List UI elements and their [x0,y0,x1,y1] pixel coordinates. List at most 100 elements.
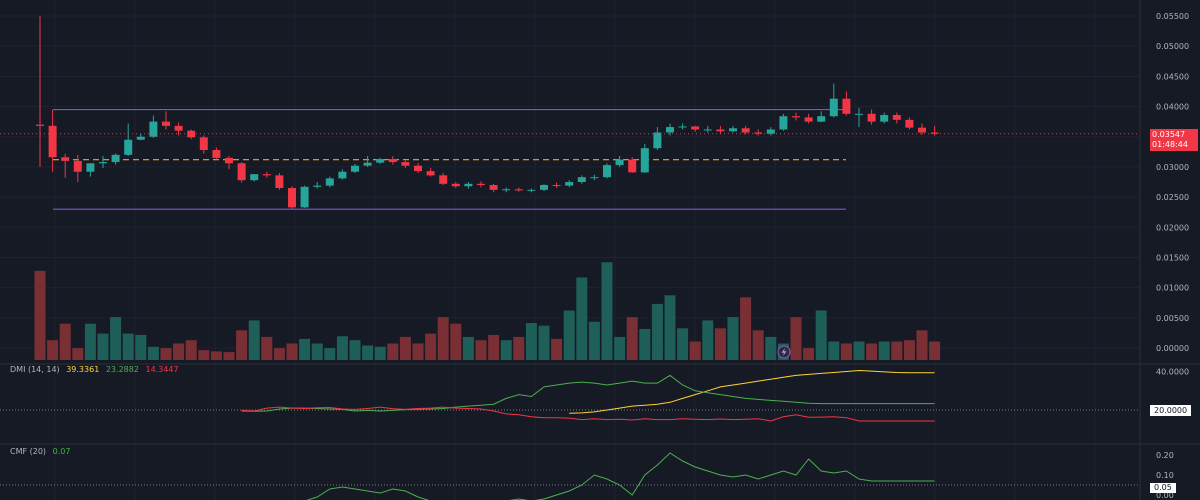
dmi-label: DMI (14, 14) [10,365,60,374]
price-tick-label: 0.02500 [1156,193,1189,202]
candle-body [300,186,309,208]
price-tick-label: 0.05000 [1156,42,1189,51]
dmi-adx-line [569,369,935,414]
candle-body [918,127,926,133]
volume-bar [399,336,411,360]
price-tick-label: 0.01500 [1156,253,1189,262]
volume-bar [803,348,815,360]
candle-body [804,117,813,122]
dmi-level-badge: 20.0000 [1150,405,1192,416]
current-price: 0.03547 [1152,130,1186,139]
candle-body [615,159,624,166]
candle-body [388,159,397,163]
price-tick-label: 0.04500 [1156,72,1189,81]
candle-body [174,125,183,131]
candle-body [741,128,750,133]
candle-body [477,183,485,186]
volume-bar [727,317,739,360]
volume-bar [437,317,449,360]
price-tick-label: 0.00000 [1156,344,1189,353]
candle-body [678,126,687,128]
price-tick-label: 0.00500 [1156,314,1189,323]
volume-bar [752,330,764,360]
candlesticks [0,16,1140,210]
dmi-legend[interactable]: DMI (14, 14) 39.3361 23.2882 14.3447 [10,365,183,374]
candle-body [73,160,82,172]
candle-body [338,171,347,179]
dmi-minus-value: 14.3447 [145,365,179,374]
volume-bar [261,336,273,360]
candle-body [867,113,876,122]
volume-bar [34,270,46,360]
candle-body [36,124,44,126]
bolt-icon[interactable] [777,345,791,359]
dmi-minus-line [241,406,935,422]
candle-body [275,175,284,189]
volume-bar [273,348,285,360]
volume-bar [866,343,878,360]
bar-countdown: 01:48:44 [1152,140,1188,149]
volume-bar [702,320,714,360]
volume-bar [97,333,109,360]
candle-body [187,130,196,138]
price-tick-label: 0.01000 [1156,284,1189,293]
candle-body [489,185,498,190]
volume-bar [790,317,802,360]
volume-bar [929,341,941,360]
volume-bar [563,310,575,360]
volume-bar [689,341,701,360]
volume-bar [412,343,424,360]
volume-bar [286,343,298,360]
volume-bar [828,341,840,360]
candle-body [502,189,511,191]
volume-bar [614,336,626,360]
price-tick-label: 0.04000 [1156,103,1189,112]
candle-body [892,114,901,120]
price-axis[interactable]: 0.055000.050000.045000.040000.035000.030… [1156,12,1189,500]
volume-bar [853,341,865,360]
volume-bar [160,348,172,360]
volume-bar [198,350,210,360]
candle-body [363,162,372,166]
volume-bar [538,325,550,360]
candle-body [451,183,460,187]
candle-body [552,185,561,187]
volume-bars [34,262,941,360]
volume-bar [815,310,827,360]
cmf-level-label: 0.05 [1154,483,1172,492]
cmf-legend[interactable]: CMF (20) 0.07 [10,447,74,456]
candle-body [313,185,322,187]
candle-body [640,148,649,173]
candle-body [325,178,334,186]
candle-body [930,132,939,134]
candle-body [703,129,712,131]
dmi-plus-line [241,374,935,412]
volume-bar [173,343,185,360]
volume-bar [601,262,613,360]
candle-body [628,159,637,173]
candle-body [540,185,548,190]
volume-bar [84,323,96,360]
candle-body [111,154,120,163]
volume-bar [576,277,588,360]
volume-bar [147,346,159,360]
cmf-tick-label: 0.10 [1156,471,1174,480]
volume-bar [135,334,147,360]
candle-body [603,165,611,178]
volume-bar [500,340,512,360]
cmf-line [306,452,935,500]
volume-bar [525,323,537,360]
candle-body [262,174,271,176]
volume-bar [664,295,676,360]
volume-bar [765,336,777,360]
price-tick-label: 0.02000 [1156,223,1189,232]
candle-body [439,175,448,184]
cmf-level-badge: 0.05 [1150,483,1176,493]
volume-bar [349,340,361,360]
volume-bar [878,341,890,360]
candle-body [376,159,385,163]
candle-body [779,116,788,130]
candle-body [527,189,536,191]
